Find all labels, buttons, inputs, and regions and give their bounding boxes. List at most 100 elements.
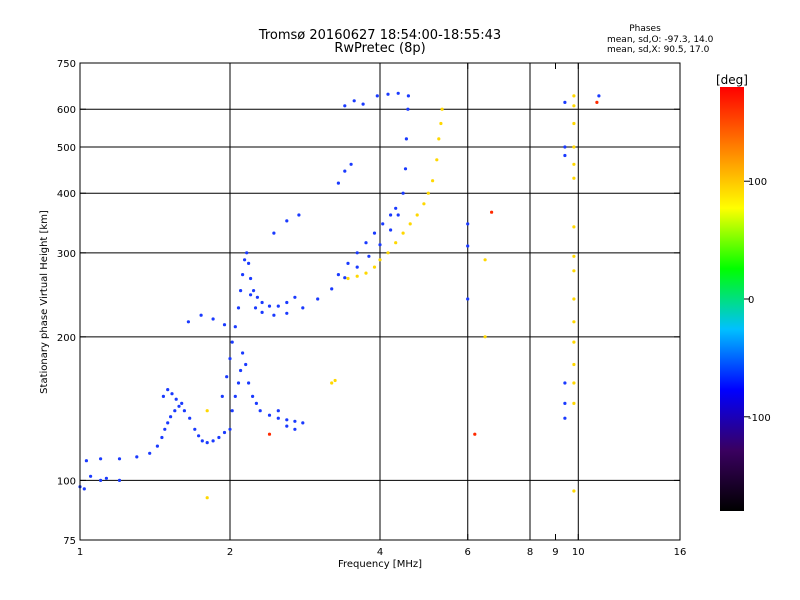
echo-point	[236, 306, 241, 310]
echo-point	[401, 191, 405, 195]
echo-point	[595, 100, 599, 104]
echo-point	[483, 258, 487, 262]
echo-point	[401, 231, 405, 235]
echo-point	[236, 381, 241, 385]
echo-point	[285, 311, 289, 315]
echo-point	[197, 434, 201, 438]
echo-point	[252, 289, 256, 293]
echo-point	[166, 388, 170, 392]
echo-point	[293, 419, 297, 423]
phase-legend-o: mean, sd,O: -97.3, 14.0	[607, 35, 714, 45]
colorbar	[720, 87, 744, 511]
echo-point	[330, 381, 334, 385]
echo-point	[89, 474, 93, 478]
echo-point	[439, 121, 443, 126]
echo-point	[276, 409, 280, 413]
echo-point	[293, 295, 297, 299]
y-tick-label: 600	[57, 105, 76, 116]
echo-point	[258, 409, 262, 413]
echo-point	[170, 392, 174, 396]
echo-point	[205, 409, 209, 413]
echo-point	[186, 320, 190, 324]
echo-point	[200, 439, 204, 443]
x-tick-label: 2	[227, 547, 233, 558]
echo-point	[243, 258, 247, 262]
echo-point	[426, 191, 430, 195]
echo-point	[117, 457, 122, 461]
colorbar-tick-label: -100	[748, 413, 771, 424]
echo-point	[82, 487, 86, 491]
echo-point	[211, 317, 215, 321]
echo-point	[330, 287, 334, 291]
echo-point	[403, 167, 408, 171]
y-axis-label: Stationary phase Virtual Height [km]	[39, 210, 50, 394]
echo-point	[249, 293, 253, 297]
x-tick-label: 4	[377, 547, 383, 558]
echo-point	[572, 254, 576, 258]
x-tick-label: 9	[552, 547, 558, 558]
echo-point	[166, 421, 170, 425]
echo-point	[285, 424, 289, 428]
echo-point	[222, 323, 227, 327]
echo-point	[572, 162, 576, 166]
echo-point	[563, 381, 567, 385]
y-tick-label: 400	[57, 189, 76, 200]
echo-point	[244, 362, 248, 367]
echo-point	[572, 269, 576, 273]
echo-point	[211, 439, 215, 443]
echo-point	[241, 351, 245, 355]
y-tick-label: 300	[57, 249, 76, 260]
echo-point	[199, 313, 203, 317]
echo-point	[155, 444, 159, 448]
echo-point	[267, 413, 272, 417]
x-tick-label: 1	[77, 547, 83, 558]
echo-point	[572, 94, 576, 98]
echo-point	[230, 409, 234, 413]
echo-point	[364, 241, 368, 245]
echo-point	[572, 489, 576, 493]
echo-point	[104, 476, 108, 480]
echo-point	[222, 430, 227, 435]
echo-point	[563, 153, 567, 158]
y-tick-label: 75	[63, 536, 76, 547]
echo-point	[253, 306, 258, 310]
echo-point	[245, 251, 249, 255]
echo-point	[267, 304, 272, 308]
echo-point	[572, 145, 576, 149]
echo-point	[386, 92, 390, 96]
echo-point	[163, 427, 167, 431]
echo-point	[389, 228, 393, 232]
echo-point	[239, 289, 243, 293]
colorbar-tick-label: 0	[748, 295, 754, 306]
echo-point	[404, 137, 408, 141]
echo-point	[381, 222, 385, 226]
echo-point	[135, 455, 139, 459]
echo-point	[255, 295, 259, 299]
echo-point	[386, 251, 390, 255]
echo-point	[173, 409, 177, 413]
echo-point	[415, 213, 419, 217]
colorbar-label: [deg]	[716, 73, 748, 87]
echo-point	[343, 104, 347, 108]
echo-point	[349, 162, 353, 166]
echo-point	[435, 158, 439, 162]
echo-point	[572, 176, 576, 180]
echo-point	[466, 222, 470, 226]
echo-point	[239, 368, 243, 373]
echo-point	[117, 478, 122, 482]
echo-point	[148, 451, 152, 455]
echo-point	[205, 441, 209, 445]
echo-point	[336, 181, 340, 185]
echo-point	[285, 300, 289, 305]
echo-point	[597, 94, 601, 98]
echo-point	[466, 297, 470, 301]
echo-point	[361, 102, 365, 106]
echo-point	[301, 306, 305, 310]
echo-point	[572, 362, 576, 367]
echo-point	[84, 459, 88, 463]
echo-point	[316, 297, 320, 301]
echo-point	[233, 394, 237, 398]
x-tick-label: 6	[465, 547, 471, 558]
echo-point	[272, 313, 276, 317]
echo-point	[333, 378, 337, 383]
